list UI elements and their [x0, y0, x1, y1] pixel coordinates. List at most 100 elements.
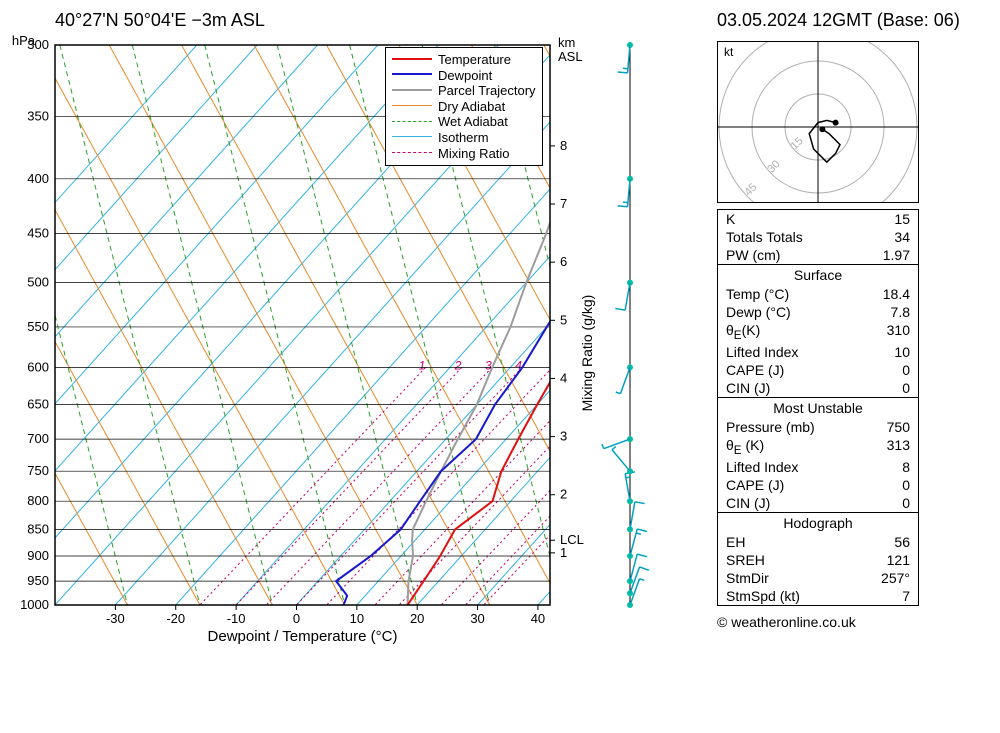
index-row: θE(K)310 [718, 321, 918, 343]
index-label: Pressure (mb) [726, 419, 865, 435]
svg-text:30: 30 [765, 158, 782, 175]
skewt-legend: TemperatureDewpointParcel TrajectoryDry … [385, 47, 543, 166]
index-label: θE(K) [726, 322, 865, 342]
svg-text:1000: 1000 [20, 597, 49, 612]
svg-text:km: km [558, 35, 575, 50]
index-row: CIN (J)0 [718, 379, 918, 397]
index-label: CIN (J) [726, 380, 865, 396]
svg-text:2: 2 [454, 358, 462, 372]
index-label: Lifted Index [726, 344, 865, 360]
legend-label: Isotherm [438, 130, 489, 146]
chart-location-title: 40°27'N 50°04'E −3m ASL [55, 10, 705, 31]
index-row: StmDir257° [718, 569, 918, 587]
svg-text:-10: -10 [227, 611, 246, 626]
index-row: Totals Totals34 [718, 228, 918, 246]
index-value: 0 [865, 477, 910, 493]
index-label: PW (cm) [726, 247, 865, 263]
svg-text:4: 4 [560, 370, 567, 385]
index-label: θE (K) [726, 437, 865, 457]
index-row: SREH121 [718, 551, 918, 569]
legend-label: Dry Adiabat [438, 99, 505, 115]
skewt-chart: 1234100095090085080075070065060055050045… [10, 35, 705, 648]
svg-text:950: 950 [27, 573, 49, 588]
index-value: 34 [865, 229, 910, 245]
index-label: EH [726, 534, 865, 550]
svg-text:850: 850 [27, 521, 49, 536]
index-row: PW (cm)1.97 [718, 246, 918, 264]
index-value: 7.8 [865, 304, 910, 320]
index-row: Lifted Index10 [718, 343, 918, 361]
chart-datetime-title: 03.05.2024 12GMT (Base: 06) [717, 10, 960, 31]
index-value: 56 [865, 534, 910, 550]
index-row: K15 [718, 210, 918, 228]
index-label: CIN (J) [726, 495, 865, 511]
svg-text:3: 3 [560, 429, 567, 444]
svg-text:Dewpoint / Temperature (°C): Dewpoint / Temperature (°C) [208, 628, 398, 645]
legend-label: Mixing Ratio [438, 146, 510, 162]
index-row: Temp (°C)18.4 [718, 285, 918, 303]
index-row: Pressure (mb)750 [718, 418, 918, 436]
legend-label: Temperature [438, 52, 511, 68]
index-value: 0 [865, 362, 910, 378]
svg-text:400: 400 [27, 171, 49, 186]
svg-text:600: 600 [27, 359, 49, 374]
index-value: 0 [865, 495, 910, 511]
index-value: 313 [865, 437, 910, 457]
index-value: 8 [865, 459, 910, 475]
svg-text:-30: -30 [106, 611, 125, 626]
svg-text:hPa: hPa [12, 35, 36, 48]
index-row: EH56 [718, 533, 918, 551]
indices-table: K15Totals Totals34PW (cm)1.97SurfaceTemp… [717, 209, 919, 606]
svg-text:5: 5 [560, 312, 567, 327]
index-value: 121 [865, 552, 910, 568]
index-value: 750 [865, 419, 910, 435]
index-label: K [726, 211, 865, 227]
svg-text:2: 2 [560, 487, 567, 502]
index-value: 1.97 [865, 247, 910, 263]
svg-text:750: 750 [27, 463, 49, 478]
svg-text:350: 350 [27, 109, 49, 124]
index-label: Lifted Index [726, 459, 865, 475]
svg-text:Mixing Ratio (g/kg): Mixing Ratio (g/kg) [579, 295, 595, 412]
svg-text:550: 550 [27, 319, 49, 334]
svg-text:30: 30 [470, 611, 484, 626]
index-label: StmSpd (kt) [726, 588, 865, 604]
svg-text:LCL: LCL [560, 532, 584, 547]
index-label: StmDir [726, 570, 865, 586]
legend-label: Wet Adiabat [438, 114, 508, 130]
section-header: Surface [718, 265, 918, 285]
svg-text:7: 7 [560, 196, 567, 211]
svg-text:40: 40 [531, 611, 545, 626]
index-label: Temp (°C) [726, 286, 865, 302]
svg-text:1: 1 [419, 358, 426, 372]
copyright-footer: © weatheronline.co.uk [717, 614, 960, 630]
svg-text:700: 700 [27, 431, 49, 446]
index-row: Lifted Index8 [718, 458, 918, 476]
svg-text:800: 800 [27, 493, 49, 508]
index-label: Totals Totals [726, 229, 865, 245]
svg-text:15: 15 [789, 135, 806, 152]
index-row: CAPE (J)0 [718, 476, 918, 494]
index-label: CAPE (J) [726, 477, 865, 493]
svg-text:ASL: ASL [558, 49, 583, 64]
svg-text:20: 20 [410, 611, 424, 626]
svg-text:45: 45 [742, 181, 759, 198]
index-label: CAPE (J) [726, 362, 865, 378]
svg-text:900: 900 [27, 548, 49, 563]
index-value: 7 [865, 588, 910, 604]
index-value: 10 [865, 344, 910, 360]
legend-label: Parcel Trajectory [438, 83, 536, 99]
section-header: Hodograph [718, 513, 918, 533]
svg-text:450: 450 [27, 226, 49, 241]
index-value: 0 [865, 380, 910, 396]
svg-text:6: 6 [560, 254, 567, 269]
index-row: StmSpd (kt)7 [718, 587, 918, 605]
svg-text:500: 500 [27, 275, 49, 290]
svg-text:10: 10 [350, 611, 364, 626]
section-header: Most Unstable [718, 398, 918, 418]
index-row: CIN (J)0 [718, 494, 918, 512]
index-value: 18.4 [865, 286, 910, 302]
index-label: Dewp (°C) [726, 304, 865, 320]
svg-text:-20: -20 [166, 611, 185, 626]
index-row: Dewp (°C)7.8 [718, 303, 918, 321]
